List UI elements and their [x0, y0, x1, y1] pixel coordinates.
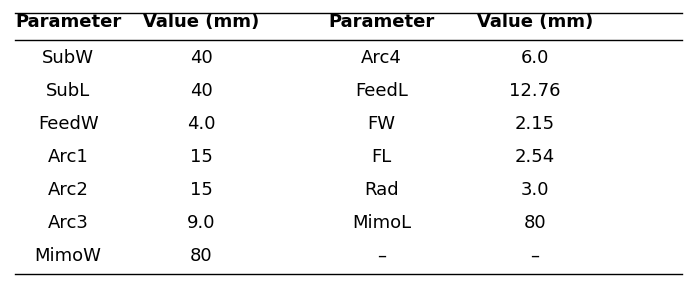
Text: Parameter: Parameter	[329, 13, 435, 31]
Text: 40: 40	[190, 50, 213, 67]
Text: 80: 80	[190, 247, 213, 265]
Text: 40: 40	[190, 82, 213, 100]
Text: Arc2: Arc2	[48, 181, 88, 199]
Text: FeedL: FeedL	[355, 82, 408, 100]
Text: Parameter: Parameter	[15, 13, 121, 31]
Text: Value (mm): Value (mm)	[477, 13, 593, 31]
Text: 3.0: 3.0	[521, 181, 549, 199]
Text: FW: FW	[368, 115, 396, 133]
Text: Arc1: Arc1	[48, 148, 88, 166]
Text: 12.76: 12.76	[509, 82, 561, 100]
Text: MimoL: MimoL	[352, 214, 411, 232]
Text: 6.0: 6.0	[521, 50, 549, 67]
Text: SubL: SubL	[46, 82, 91, 100]
Text: 15: 15	[190, 181, 213, 199]
Text: Arc3: Arc3	[48, 214, 88, 232]
Text: FL: FL	[372, 148, 392, 166]
Text: 15: 15	[190, 148, 213, 166]
Text: SubW: SubW	[42, 50, 94, 67]
Text: 9.0: 9.0	[187, 214, 216, 232]
Text: FeedW: FeedW	[38, 115, 98, 133]
Text: 2.54: 2.54	[515, 148, 555, 166]
Text: –: –	[530, 247, 540, 265]
Text: Rad: Rad	[364, 181, 399, 199]
Text: Value (mm): Value (mm)	[143, 13, 260, 31]
Text: 80: 80	[524, 214, 546, 232]
Text: MimoW: MimoW	[35, 247, 102, 265]
Text: –: –	[377, 247, 386, 265]
Text: 2.15: 2.15	[515, 115, 555, 133]
Text: 4.0: 4.0	[187, 115, 216, 133]
Text: Arc4: Arc4	[362, 50, 402, 67]
